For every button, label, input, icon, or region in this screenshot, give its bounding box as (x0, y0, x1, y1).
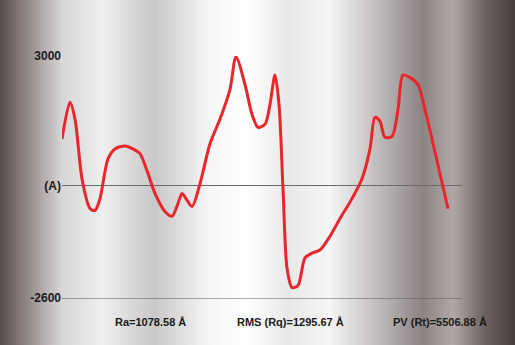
svg-text:3000: 3000 (34, 49, 61, 63)
svg-text:RMS (Rq)=1295.67 Å: RMS (Rq)=1295.67 Å (237, 316, 344, 328)
svg-text:PV (Rt)=5506.88 Å: PV (Rt)=5506.88 Å (393, 316, 487, 328)
svg-text:(A): (A) (44, 179, 61, 193)
svg-text:-2600: -2600 (30, 291, 61, 305)
svg-text:Ra=1078.58 Å: Ra=1078.58 Å (115, 316, 186, 328)
